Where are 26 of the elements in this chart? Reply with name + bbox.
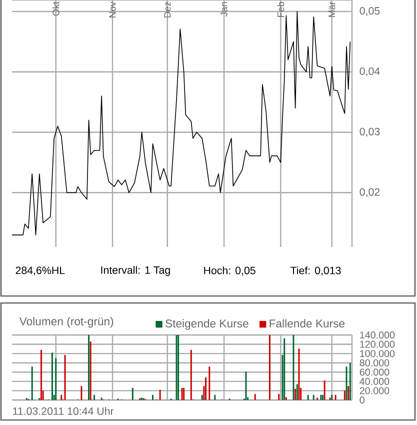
y-tick-label: 0,04	[360, 67, 380, 76]
chart-title: Volumen (rot-grün)	[19, 317, 114, 328]
y-tick-label: 140.000	[360, 331, 395, 338]
text: 284,6%HL	[16, 266, 65, 276]
y-tick-label: 60.000	[360, 368, 390, 376]
x-tick-label: Okt	[52, 2, 60, 16]
y-tick-label: 80.000	[360, 359, 390, 366]
y-tick-label: 0	[360, 396, 364, 404]
text: Hoch: 0,05	[204, 266, 256, 276]
y-tick-label: 120.000	[360, 340, 395, 348]
y-tick-label: 100.000	[360, 350, 395, 358]
legend-label: Steigende Kurse	[166, 319, 248, 330]
y-tick-label: 0,03	[360, 128, 380, 137]
y-tick-label: 20.000	[360, 387, 390, 394]
x-tick-label: Dez	[164, 2, 171, 18]
legend-label: Fallende Kurse	[270, 319, 345, 328]
y-tick-label: 0,02	[360, 188, 380, 198]
x-tick-label: Nov	[109, 2, 116, 18]
y-tick-label: 0,05	[360, 7, 380, 16]
text: 11.03.2011 10:44 Uhr	[13, 407, 114, 415]
x-tick-label: Mär	[328, 2, 336, 17]
y-tick-label: 40.000	[360, 378, 390, 385]
x-tick-label: Jan	[220, 2, 228, 17]
x-tick-label: Feb	[277, 2, 284, 17]
text: Tief: 0,013	[290, 266, 341, 276]
text: Intervall: 1 Tag	[101, 266, 170, 276]
